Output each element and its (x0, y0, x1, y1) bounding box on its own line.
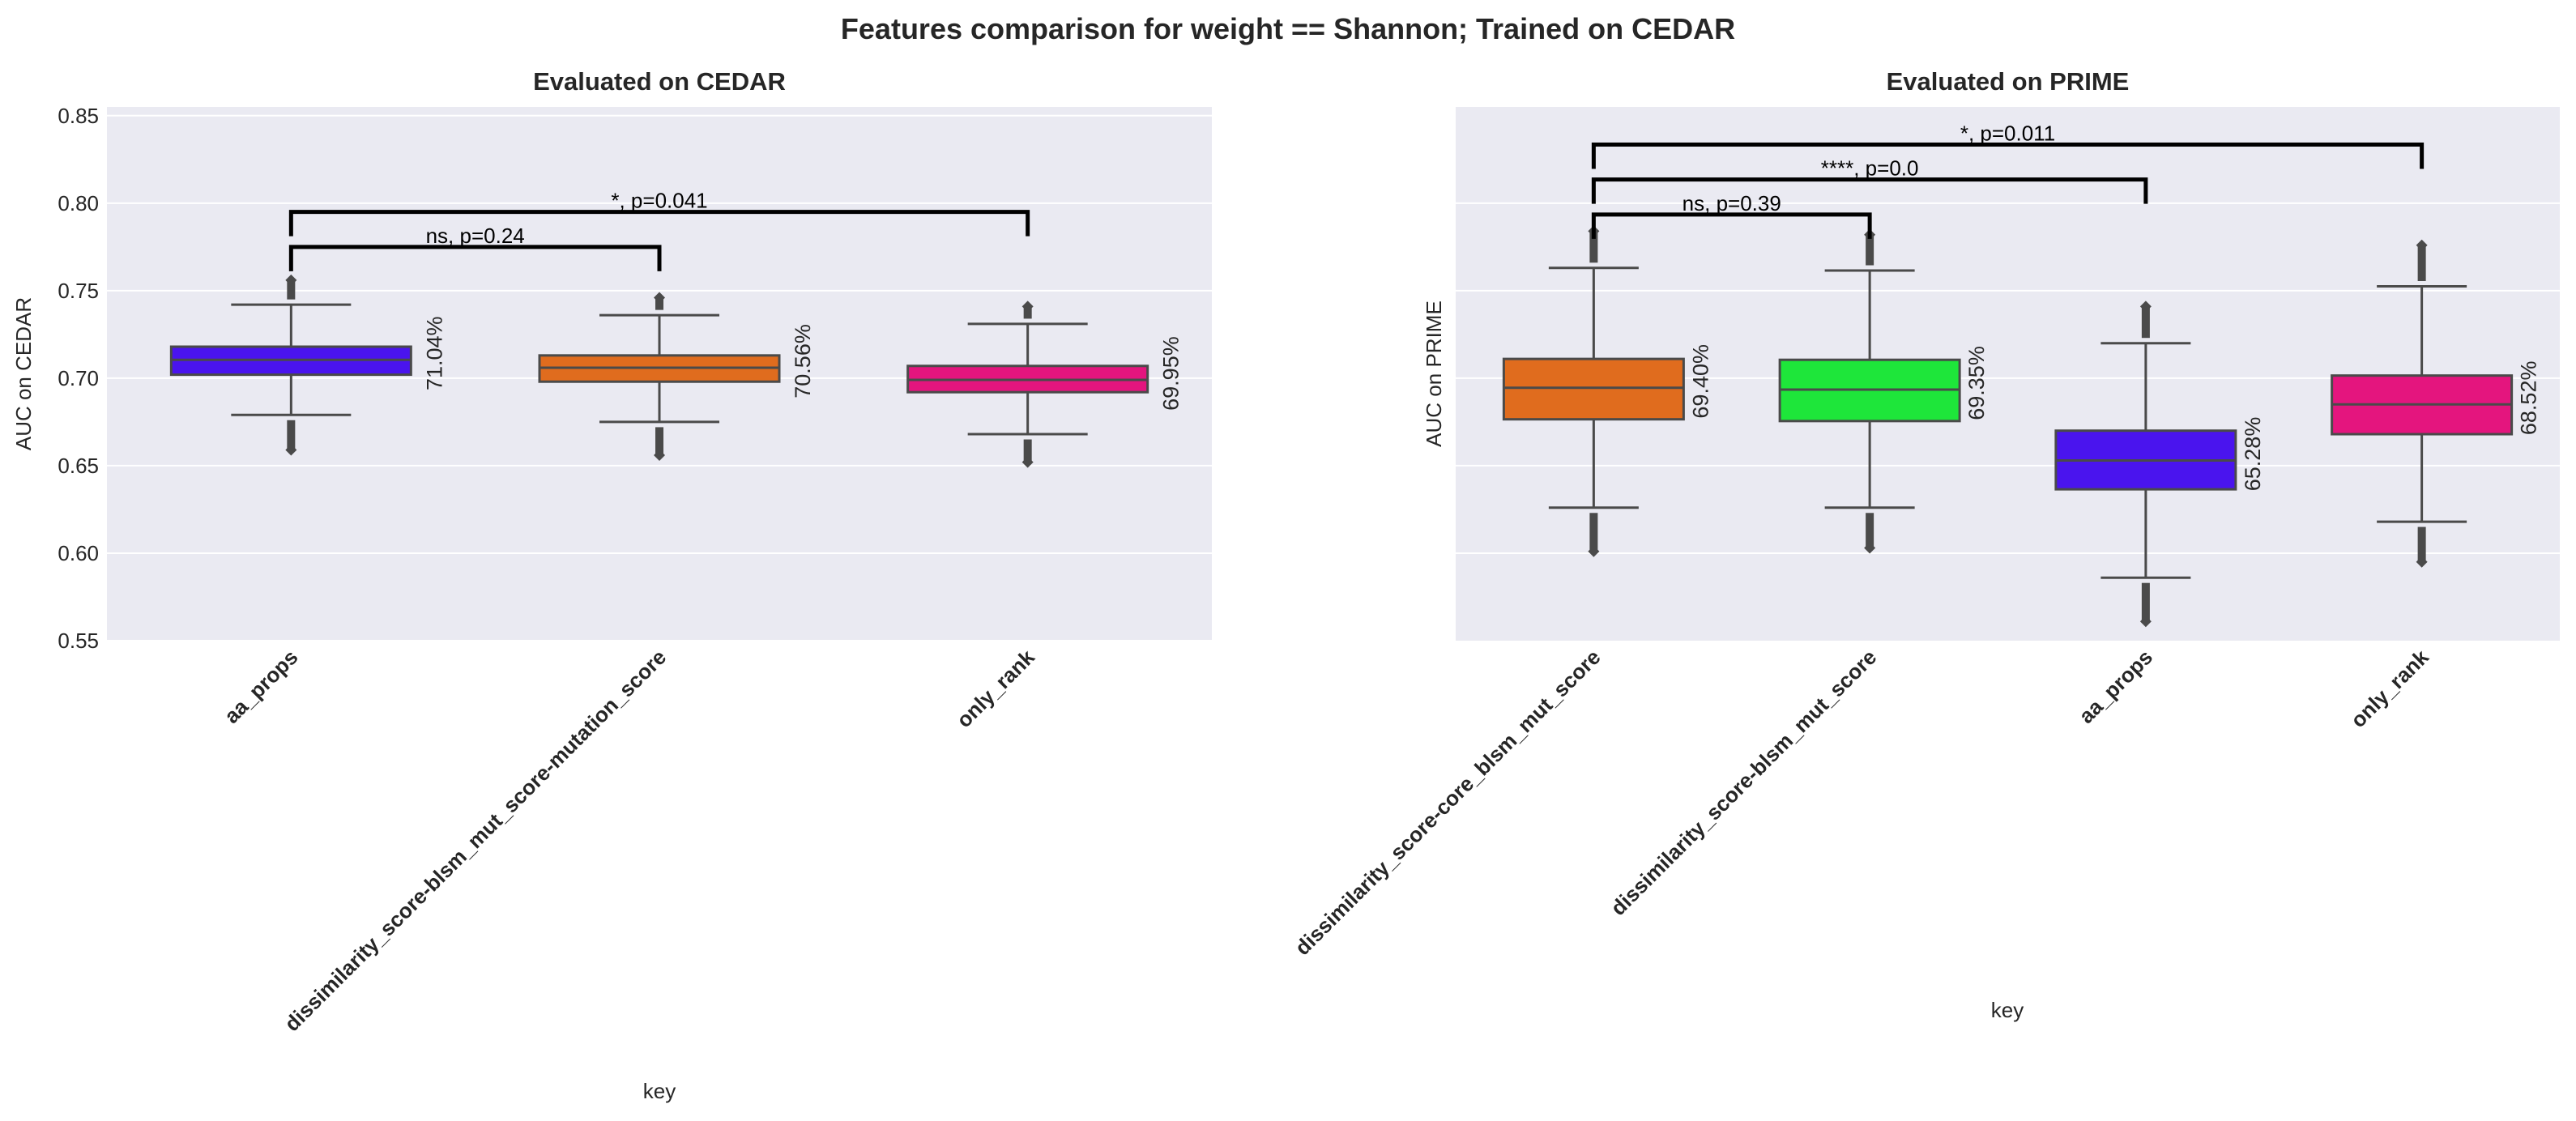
outlier-marker (2416, 556, 2428, 568)
significance-bracket (1591, 142, 2425, 169)
box-body (1502, 357, 1685, 421)
y-tick-label: 0.55 (58, 629, 99, 653)
x-axis-label: key (1991, 998, 2024, 1022)
x-tick-label: dissimilarity_score-blsm_mut_score-mutat… (279, 645, 671, 1036)
outliers-lower (1589, 513, 1598, 552)
outliers-upper (2417, 245, 2426, 281)
x-tick-label: only_rank (2346, 645, 2433, 732)
x-tick-label: dissimilarity_score-blsm_mut_score (1606, 645, 1881, 920)
outlier-marker (654, 449, 665, 461)
prime-chart: Evaluated on PRIME AUC on PRIME key 69.40% d… (1290, 67, 2560, 1022)
outliers-upper (1023, 306, 1032, 319)
significance-label: *, p=0.041 (611, 189, 707, 213)
outliers-upper (287, 279, 296, 300)
figure-title: Features comparison for weight == Shanno… (841, 12, 1735, 45)
y-tick-label: 0.80 (58, 191, 99, 215)
box-dissimilarity_score-blsm_mut_score: 69.35% (1778, 228, 1989, 554)
box-aa_props: 65.28% (2054, 300, 2265, 628)
x-tick-label: only_rank (952, 645, 1039, 732)
outliers-lower (2417, 526, 2426, 562)
outliers-upper (655, 297, 663, 310)
mean-auc-label: 71.04% (422, 316, 446, 390)
outliers-lower (655, 427, 663, 455)
outlier-marker (654, 292, 665, 304)
outlier-marker (285, 444, 297, 456)
significance-bracket (1591, 177, 2148, 204)
outliers-lower (287, 420, 296, 450)
y-tick-label: 0.60 (58, 541, 99, 565)
x-tick-label: dissimilarity_score-core_blsm_mut_score (1290, 645, 1606, 960)
box-dissimilarity_score-blsm_mut_score-mutation_score: 70.56% (538, 292, 815, 461)
outliers-lower (1023, 439, 1032, 462)
x-tick-label: aa_props (2074, 645, 2157, 728)
x-axis-label: key (643, 1079, 676, 1103)
significance-label: *, p=0.011 (1960, 121, 2055, 145)
outlier-marker (1021, 456, 1034, 468)
mean-auc-label: 68.52% (2517, 361, 2541, 436)
significance-bracket (1591, 212, 1872, 239)
box-only_rank: 69.95% (906, 300, 1184, 468)
outliers-lower (2141, 582, 2150, 622)
box-aa_props: 71.04% (169, 274, 446, 456)
significance-bracket (288, 210, 1030, 237)
significance-label: ****, p=0.0 (1821, 156, 1919, 181)
outliers-upper (1589, 231, 1598, 263)
y-tick-label: 0.85 (58, 104, 99, 128)
outlier-marker (2416, 239, 2428, 251)
outlier-marker (2139, 300, 2152, 313)
mean-auc-label: 69.40% (1688, 344, 1712, 419)
y-axis-label: AUC on PRIME (1422, 300, 1446, 447)
outlier-marker (285, 274, 297, 286)
outlier-marker (1864, 542, 1876, 554)
cedar-chart: 0.55 0.60 0.65 0.70 0.75 0.80 0.85 Evaluated on… (11, 67, 1212, 1103)
outlier-marker (1588, 545, 1600, 557)
y-axis-label: AUC on CEDAR (11, 297, 36, 450)
y-tick-label: 0.70 (58, 366, 99, 390)
mean-auc-label: 69.95% (1159, 336, 1184, 411)
x-tick-label: aa_props (220, 645, 303, 728)
significance-bracket (288, 245, 662, 271)
outliers-upper (1866, 234, 1874, 266)
y-tick-label: 0.75 (58, 279, 99, 303)
outliers-lower (1866, 513, 1874, 548)
box-dissimilarity_score-core_blsm_mut_score: 69.40% (1502, 225, 1712, 557)
mean-auc-label: 70.56% (791, 324, 815, 399)
significance-label: ns, p=0.39 (1683, 191, 1781, 215)
mean-auc-label: 65.28% (2241, 417, 2265, 492)
mean-auc-label: 69.35% (1964, 346, 1989, 420)
significance-label: ns, p=0.24 (426, 224, 525, 248)
chart-title: Evaluated on PRIME (1887, 67, 2130, 96)
chart-title: Evaluated on CEDAR (533, 67, 786, 96)
outlier-marker (1021, 300, 1034, 313)
box-only_rank: 68.52% (2331, 239, 2541, 568)
outlier-marker (2139, 616, 2152, 628)
y-tick-label: 0.65 (58, 454, 99, 478)
outliers-upper (2141, 306, 2150, 339)
